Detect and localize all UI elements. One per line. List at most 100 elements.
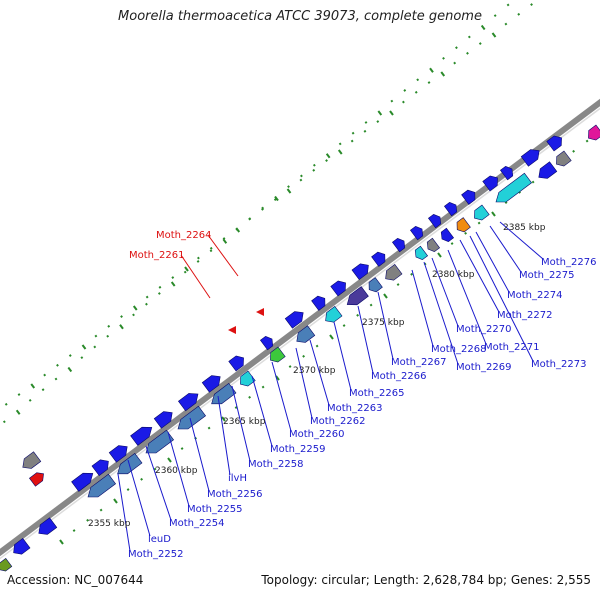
tick-mark	[248, 395, 251, 399]
kbp-marker: 2360 kbp	[155, 466, 198, 476]
gene-reverse	[556, 150, 572, 167]
tick-mark	[467, 35, 471, 39]
tick-mark	[209, 249, 213, 253]
tick-mark	[288, 365, 292, 368]
tick-mark	[158, 285, 162, 289]
tick-mark	[153, 467, 157, 471]
tick-mark	[94, 334, 98, 338]
tick-mark	[183, 270, 187, 274]
gene-reverse	[588, 124, 600, 141]
tick-mark	[140, 477, 143, 481]
tick-mark	[209, 246, 213, 250]
leader-line	[431, 257, 459, 327]
gene-reverse	[325, 305, 343, 323]
tick-mark	[43, 373, 47, 377]
tick-mark	[312, 168, 316, 172]
leader-line	[251, 375, 273, 447]
gene-label: Moth_2271	[484, 342, 539, 353]
tick-mark	[287, 185, 290, 189]
tick-mark	[261, 206, 265, 210]
tick-mark	[491, 32, 497, 38]
gene-reverse	[440, 227, 455, 243]
tick-mark	[80, 356, 84, 360]
tick-mark	[197, 256, 200, 260]
gene-reverse	[296, 325, 316, 343]
tick-mark	[530, 3, 533, 6]
tick-mark	[376, 120, 380, 123]
gene-reverse	[270, 346, 286, 363]
gene-forward	[443, 201, 458, 217]
gene-label: Moth_2268	[431, 344, 486, 355]
leader-line	[333, 321, 352, 391]
gene-forward	[546, 135, 562, 152]
tick-mark	[450, 242, 454, 245]
gene-forward	[520, 149, 540, 167]
tick-mark	[363, 129, 367, 133]
gene-label: Moth_2256	[207, 489, 262, 500]
gene-reverse	[38, 517, 58, 535]
leader-line	[117, 473, 131, 552]
tick-mark	[207, 426, 211, 430]
gene-label: Moth_2270	[456, 324, 511, 335]
tick-mark	[377, 110, 383, 116]
gene-forward	[28, 472, 44, 487]
gene-labels: Moth_2264 Moth_2261 Moth_2276 Moth_2275 Moth…	[128, 230, 596, 560]
tick-mark	[81, 344, 87, 350]
leader-line	[231, 385, 251, 462]
tick-mark	[126, 488, 130, 491]
tick-mark	[302, 354, 306, 358]
label-leaders	[117, 221, 544, 552]
gene-forward	[499, 165, 514, 181]
tick-mark	[132, 305, 138, 311]
gene-forward	[91, 459, 109, 477]
tick-mark	[41, 388, 45, 392]
tick-mark	[356, 313, 360, 317]
tick-mark	[531, 180, 535, 184]
leader-line	[127, 459, 151, 537]
tick-mark	[506, 3, 510, 7]
tick-mark	[300, 174, 303, 178]
gene-forward	[153, 411, 173, 429]
tick-mark	[30, 383, 36, 389]
gene-forward	[482, 175, 498, 192]
gene-forward	[259, 335, 274, 351]
tick-mark	[329, 334, 334, 340]
gene-reverse	[368, 277, 383, 293]
gene-reverse	[414, 245, 429, 261]
kbp-marker: 2355 kbp	[88, 519, 131, 529]
gene-label: Moth_2259	[270, 444, 325, 455]
gene-label-red: Moth_2261	[129, 250, 184, 261]
tick-mark	[93, 345, 97, 349]
tick-mark	[221, 416, 226, 422]
gene-label: leuD	[148, 534, 171, 545]
tick-mark	[2, 420, 6, 424]
gene-reverse	[456, 217, 471, 233]
gene-label: Moth_2274	[507, 290, 562, 301]
leader-line	[145, 445, 172, 521]
leader-line	[271, 361, 292, 432]
gene-reverse	[13, 537, 31, 555]
gene-label: Moth_2267	[391, 357, 446, 368]
tick-mark	[145, 302, 148, 306]
tick-mark	[261, 385, 265, 389]
tick-mark	[167, 457, 172, 463]
tick-mark	[390, 99, 394, 103]
tick-mark	[315, 344, 319, 348]
gene-forward	[228, 355, 244, 372]
tick-mark	[312, 163, 316, 167]
leader-line	[411, 269, 434, 347]
tick-mark	[286, 188, 292, 194]
tick-mark	[350, 139, 354, 143]
tick-mark	[402, 100, 405, 104]
tick-mark	[351, 131, 355, 135]
gene-label: Moth_2263	[327, 403, 382, 414]
tick-mark	[480, 24, 486, 31]
leader-line	[423, 261, 459, 365]
gene-forward	[330, 280, 346, 297]
gene-label: Moth_2255	[187, 504, 242, 515]
tick-mark	[517, 12, 521, 16]
tick-mark	[145, 295, 149, 299]
tick-mark	[99, 508, 103, 512]
tick-mark	[184, 266, 189, 272]
gene-label: Moth_2272	[497, 310, 552, 321]
